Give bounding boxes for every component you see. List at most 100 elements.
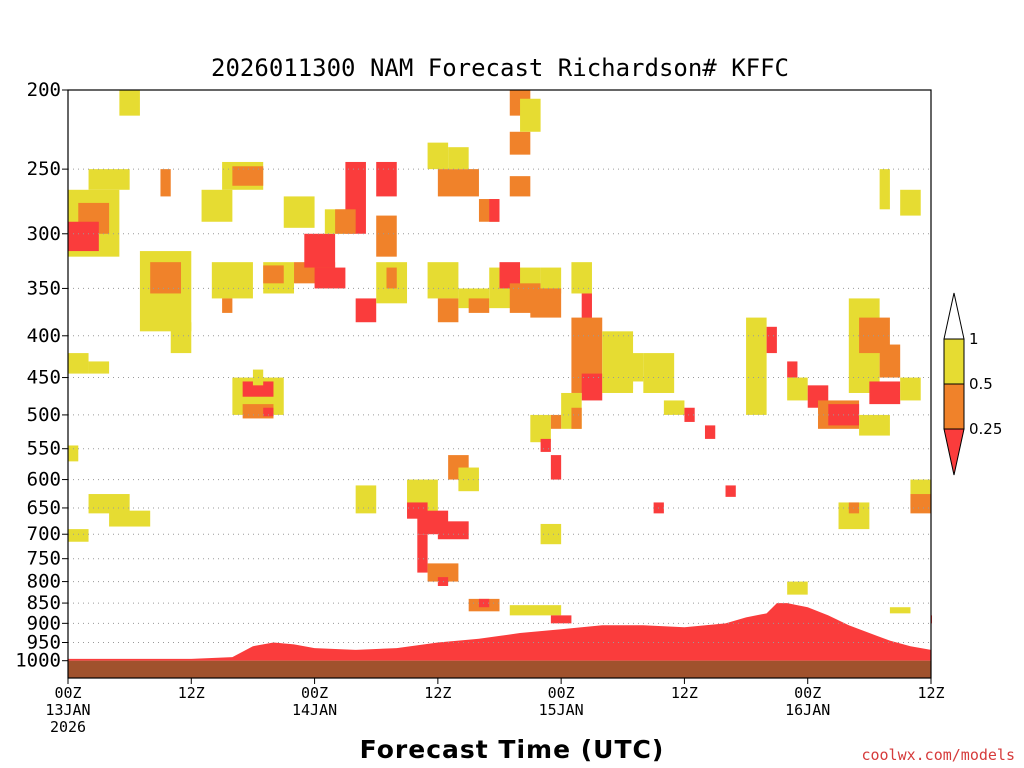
legend-label-0: 1 [969, 330, 979, 348]
ri-cell-55 [540, 267, 562, 294]
ri-cell-43 [427, 142, 449, 170]
ri-cell-87 [900, 377, 921, 401]
ri-cell-6 [68, 445, 79, 462]
legend: 1 0.5 0.25 [943, 292, 1002, 476]
ri-cell-28 [304, 233, 336, 268]
ri-cell-95 [787, 581, 808, 595]
ri-cell-12 [150, 262, 182, 294]
credit-text: coolwx.com/models [861, 746, 1015, 764]
ri-cell-45 [448, 147, 469, 170]
ri-cell-77 [766, 326, 777, 354]
ytick-label-800: 800 [27, 571, 61, 593]
ri-cell-23 [263, 407, 274, 417]
ri-cell-57 [571, 262, 592, 294]
legend-swatch-yellow [943, 338, 965, 385]
ri-cell-51 [509, 176, 531, 197]
legend-swatch-top [943, 292, 965, 340]
ri-cell-70 [643, 353, 675, 393]
ytick-label-600: 600 [27, 469, 61, 491]
ri-cell-66 [540, 438, 551, 452]
ri-cell-35 [376, 215, 397, 257]
chart-title: 2026011300 NAM Forecast Richardson# KFFC [211, 54, 789, 82]
xtick-label-0-1: 13JAN [45, 701, 90, 719]
legend-swatch-red [943, 428, 965, 476]
ytick-label-1000: 1000 [15, 650, 61, 672]
ri-cell-71 [663, 400, 685, 415]
ri-cell-88 [879, 169, 890, 210]
ri-cell-62 [571, 407, 582, 429]
ri-cell-37 [386, 267, 397, 289]
ri-cell-60 [581, 373, 603, 401]
ri-cell-53 [499, 262, 521, 289]
ri-cell-103 [437, 577, 449, 586]
ri-cell-108 [509, 605, 562, 616]
ri-cell-17 [232, 166, 264, 186]
ytick-label-850: 850 [27, 592, 61, 614]
ri-cell-4 [68, 353, 89, 374]
xtick-label-7-0: 12Z [917, 684, 944, 702]
ytick-label-650: 650 [27, 497, 61, 519]
ytick-label-450: 450 [27, 367, 61, 389]
grid [68, 168, 931, 644]
xtick-label-0-2: 2026 [50, 718, 86, 736]
ri-cell-26 [283, 196, 315, 228]
plot-area [68, 90, 932, 678]
ri-cell-29 [314, 267, 346, 289]
plot-frame [67, 89, 932, 679]
ri-cell-25 [263, 265, 284, 284]
ri-cell-39 [427, 262, 459, 299]
ri-cell-33 [355, 298, 377, 323]
xtick-label-2-0: 00Z [301, 684, 328, 702]
ri-cell-76 [746, 317, 767, 415]
ytick-label-700: 700 [27, 523, 61, 545]
ri-cell-107 [478, 598, 490, 608]
ground-strip [68, 660, 931, 678]
ytick-label-200: 200 [27, 79, 61, 101]
xtick-label-6-1: 16JAN [785, 701, 830, 719]
ri-cell-78 [787, 361, 798, 378]
x-axis-label: Forecast Time (UTC) [360, 735, 665, 764]
ri-cell-3 [88, 169, 130, 190]
ri-cell-7 [88, 494, 130, 514]
ytick-label-350: 350 [27, 277, 61, 299]
ri-cell-86 [869, 381, 901, 405]
ri-cell-9 [68, 529, 89, 542]
ri-cell-19 [222, 298, 233, 313]
ri-cell-64 [530, 414, 551, 443]
ri-cell-89 [900, 189, 921, 216]
ytick-label-950: 950 [27, 632, 61, 654]
ri-cell-32 [335, 209, 356, 234]
y-axis: 200 250 300 350 400 450 500 550 600 650 700 7508008… [15, 79, 68, 672]
xtick-label-1-0: 12Z [178, 684, 205, 702]
ri-cell-49 [509, 131, 531, 155]
ytick-label-250: 250 [27, 158, 61, 180]
xtick-label-5-0: 12Z [671, 684, 698, 702]
ri-cell-102 [427, 563, 459, 582]
ri-cell-50 [520, 98, 541, 132]
ri-cell-14 [160, 169, 171, 197]
legend-label-2: 0.25 [969, 420, 1002, 438]
ri-cell-92 [910, 494, 931, 514]
ri-cell-40 [437, 298, 459, 323]
ri-cell-13 [170, 322, 192, 354]
ri-cell-56 [530, 288, 562, 318]
ri-cell-10 [119, 90, 140, 116]
ri-cell-34 [376, 161, 397, 197]
xtick-label-2-1: 14JAN [292, 701, 337, 719]
ri-cell-15 [201, 189, 233, 222]
ri-cell-42 [468, 298, 490, 313]
ri-cell-47 [489, 199, 500, 222]
ri-cell-21 [242, 381, 274, 397]
xtick-label-3-0: 12Z [424, 684, 451, 702]
ri-cell-110 [550, 615, 572, 624]
ytick-label-750: 750 [27, 548, 61, 570]
ri-cell-69 [622, 353, 644, 382]
xtick-label-0-0: 00Z [54, 684, 81, 702]
ri-cell-72 [684, 407, 695, 422]
ri-cell-44 [437, 169, 479, 197]
ytick-label-300: 300 [27, 223, 61, 245]
ri-cell-63 [550, 455, 562, 480]
ri-cell-18 [211, 262, 253, 299]
